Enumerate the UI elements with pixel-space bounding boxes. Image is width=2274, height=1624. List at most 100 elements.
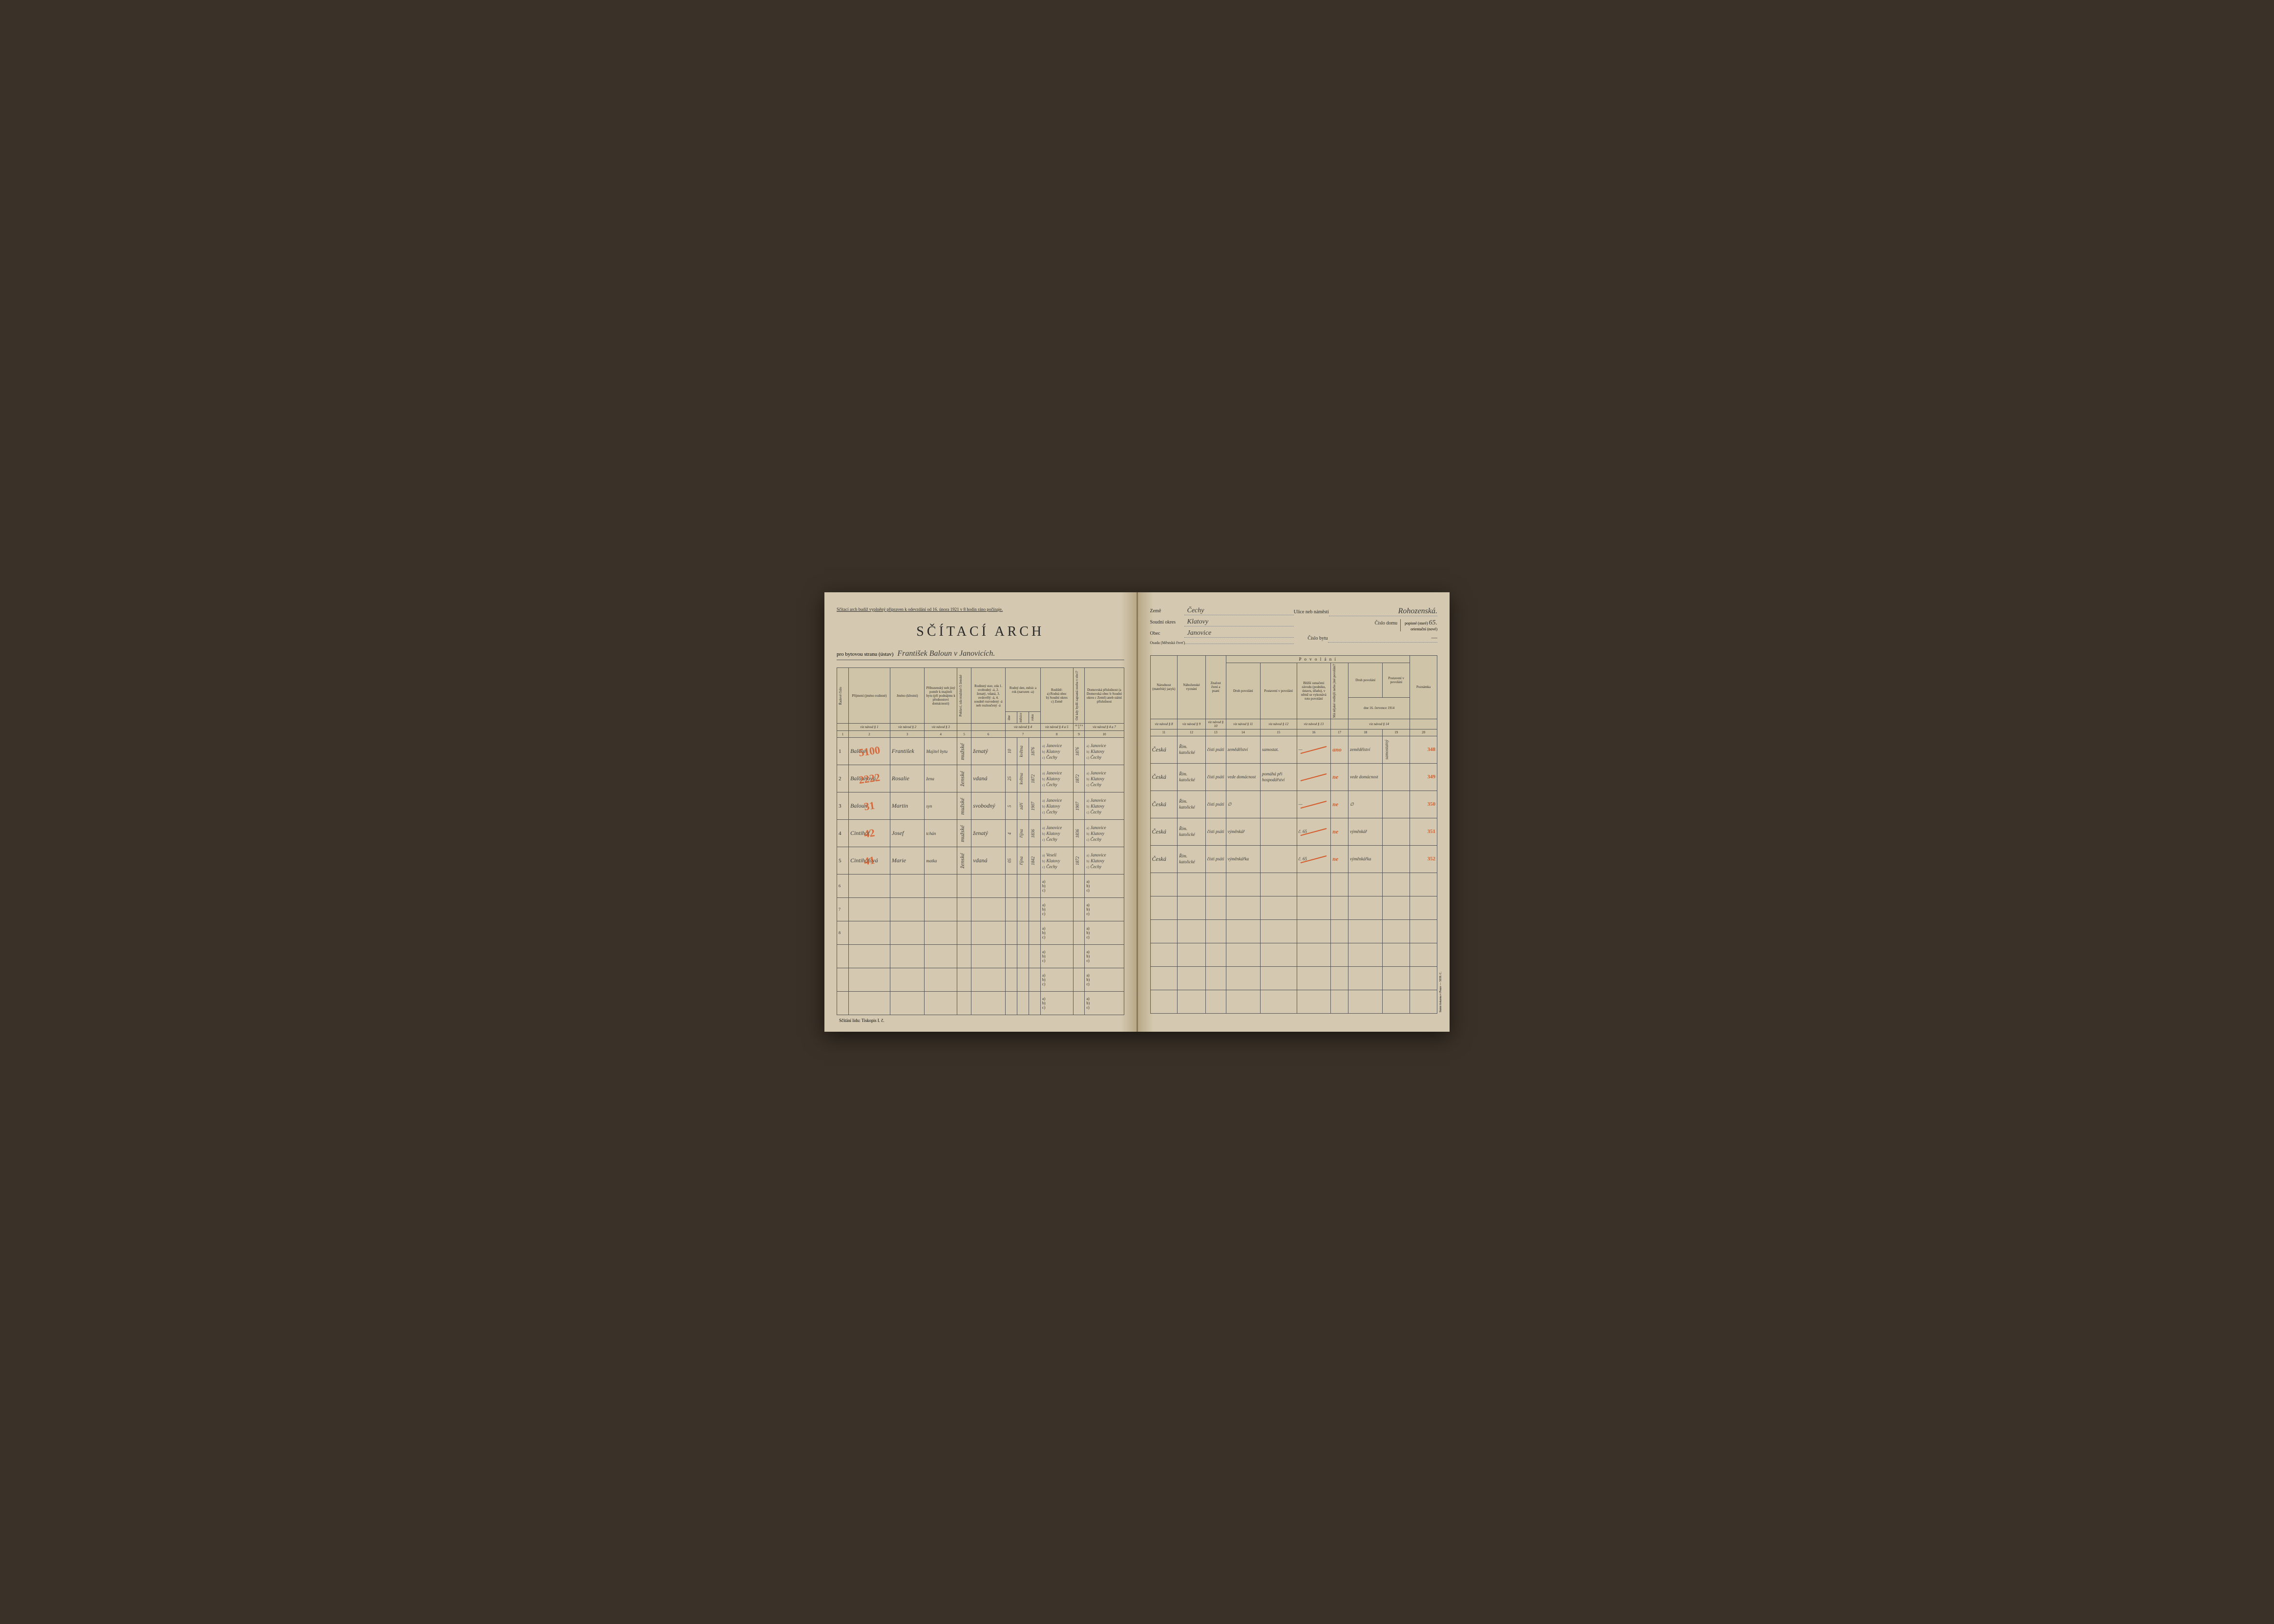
census-table-right: Národnost (mateřský jazyk) Náboženské vy… (1150, 655, 1438, 1014)
cell-nar-m: října (1017, 820, 1029, 847)
th-17: Má nějaké vedlejší nebo jiné povolání? (1331, 663, 1348, 719)
table-row: Česká Řím. katolické čísti psáti ∅ — ne … (1150, 791, 1437, 818)
cell-stav: ženatý (971, 820, 1006, 847)
cell-odkdy: 1872 (1073, 765, 1085, 792)
cell-post2 (1383, 791, 1410, 818)
cell-nar-m: května (1017, 738, 1029, 765)
cell-odkdy: 1872 (1073, 847, 1085, 874)
cell-nar-r: 1876 (1029, 738, 1040, 765)
census-table-left: Řadové číslo Příjmení (jméno rodinné) Jm… (837, 667, 1124, 1015)
cell-druh: výměnkář (1226, 818, 1260, 845)
table-row-empty (1150, 873, 1437, 896)
cell-narod: Česká (1150, 791, 1178, 818)
cell-znalost: čísti psáti (1205, 736, 1226, 763)
th-9: Od kdy bydlí zapsaná osoba v obci? (1073, 668, 1085, 724)
hint-9: viz § 4 a 6 (1073, 724, 1085, 731)
cell-pohlavi: mužské (957, 738, 971, 765)
table-row-empty: 6a)b)c)a)b)c) (837, 874, 1124, 898)
cell-nar-d: 25 (1005, 765, 1017, 792)
th-13: Znalost čtení a psaní (1205, 656, 1226, 719)
cell-rodiste: a) Veselí b) Klatovy c) Čechy (1040, 847, 1073, 874)
th-8: Rodiště: a) Rodná obec b) Soudní okres c… (1040, 668, 1073, 724)
cell-rodiste: a) Janovice b) Klatovy c) Čechy (1040, 738, 1073, 765)
cell-domov: a) Janovice b) Klatovy c) Čechy (1085, 792, 1124, 820)
table-row: Česká Řím. katolické čísti psáti vede do… (1150, 763, 1437, 791)
obec-value: Janovice (1184, 629, 1294, 638)
table-row: Česká Řím. katolické čísti psáti výměnká… (1150, 818, 1437, 845)
cell-pomer: žena (925, 765, 957, 792)
cell-znalost: čísti psáti (1205, 791, 1226, 818)
cell-prijmeni: Balounová2222 (848, 765, 890, 792)
cell-druh: zemědělství (1226, 736, 1260, 763)
cell-nar-m: října (1017, 847, 1029, 874)
cell-rodiste: a) Janovice b) Klatovy c) Čechy (1040, 765, 1073, 792)
th-6: Rodinný stav, zda 1. svobodný -á, 2. žen… (971, 668, 1006, 724)
cell-zavod: — (1297, 791, 1331, 818)
th-12: Náboženské vyznání (1178, 656, 1205, 719)
cell-prijmeni: Cintihof42 (848, 820, 890, 847)
zeme-value: Čechy (1184, 607, 1294, 615)
okres-label: Soudní okres (1150, 620, 1184, 625)
table-row: Česká Řím. katolické čísti psáti zeměděl… (1150, 736, 1437, 763)
cell-nar-d: 10 (1005, 738, 1017, 765)
th-4: Příbuzenský neb jiný poměr k majiteli by… (925, 668, 957, 724)
th-3: Jméno (křestní) (890, 668, 925, 724)
cell-nar-r: 1907 (1029, 792, 1040, 820)
cell-stav: ženatý (971, 738, 1006, 765)
hint-10: viz návod § 4 a 7 (1085, 724, 1124, 731)
table-row: 1 Baloun5100 František Majitel bytu mužs… (837, 738, 1124, 765)
table-row-empty (1150, 943, 1437, 966)
th-18: Druh povolání (1348, 663, 1383, 698)
table-row: 5 Cintihofová41 Marie matka ženské vdaná… (837, 847, 1124, 874)
cell-narod: Česká (1150, 763, 1178, 791)
cell-rednum: 351 (1410, 818, 1437, 845)
dum-label: Číslo domu (1363, 621, 1397, 626)
th-7-mes: měsíce (1017, 712, 1029, 724)
cell-rednum: 349 (1410, 763, 1437, 791)
th-7-dne: dne (1005, 712, 1017, 724)
cell-odkdy: 1876 (1073, 738, 1085, 765)
cell-nar-d: 5 (1005, 792, 1017, 820)
table-row-empty: 8a)b)c)a)b)c) (837, 921, 1124, 945)
zeme-label: Země (1150, 608, 1184, 614)
th-15: Postavení v povolání (1260, 663, 1297, 719)
table-row-empty: a)b)c)a)b)c) (837, 992, 1124, 1015)
page-right: ZeměČechy Soudní okresKlatovy ObecJanovi… (1138, 592, 1450, 1032)
cell-domov: a) Janovice b) Klatovy c) Čechy (1085, 765, 1124, 792)
th-19: Postavení v povolání (1383, 663, 1410, 698)
meta-block: ZeměČechy Soudní okresKlatovy ObecJanovi… (1150, 607, 1438, 648)
cell-jine: ne (1331, 763, 1348, 791)
table-row-empty (1150, 966, 1437, 990)
th-2: Příjmení (jméno rodinné) (848, 668, 890, 724)
cell-pomer: tchán (925, 820, 957, 847)
cell-pomer: matka (925, 847, 957, 874)
cell-druh: ∅ (1226, 791, 1260, 818)
cell-narod: Česká (1150, 818, 1178, 845)
cell-odkdy: 1836 (1073, 820, 1085, 847)
cell-jmeno: Martin (890, 792, 925, 820)
cell-post: pomáhá při hospodářství (1260, 763, 1297, 791)
cell-post (1260, 845, 1297, 873)
cell-znalost: čísti psáti (1205, 845, 1226, 873)
cell-druh2: vede domácnost (1348, 763, 1383, 791)
cell-pohlavi: mužské (957, 820, 971, 847)
cell-post2 (1383, 818, 1410, 845)
table-row-empty: a)b)c)a)b)c) (837, 945, 1124, 968)
ulice-value: Rohozenská. (1329, 607, 1437, 616)
table-row: 3 Baloun31 Martin syn mužské svobodný 5 … (837, 792, 1124, 820)
cell-nar-d: 4 (1005, 820, 1017, 847)
obec-label: Obec (1150, 631, 1184, 636)
table-row: 4 Cintihof42 Josef tchán mužské ženatý 4… (837, 820, 1124, 847)
byt-value: — (1328, 634, 1437, 643)
th-povolani: P o v o l á n í (1226, 656, 1410, 663)
table-row-empty (1150, 919, 1437, 943)
cell-druh: vede domácnost (1226, 763, 1260, 791)
census-book: Sčítací arch budiž vyplněný připraven k … (824, 592, 1450, 1032)
cell-pomer: syn (925, 792, 957, 820)
cell-nar-r: 1872 (1029, 765, 1040, 792)
cell-jine: ne (1331, 818, 1348, 845)
cell-stav: vdaná (971, 847, 1006, 874)
cell-pohlavi: ženské (957, 847, 971, 874)
th-16: Bližší označení závodu (podniku, ústavu,… (1297, 663, 1331, 719)
th-20: Poznámka (1410, 656, 1437, 719)
